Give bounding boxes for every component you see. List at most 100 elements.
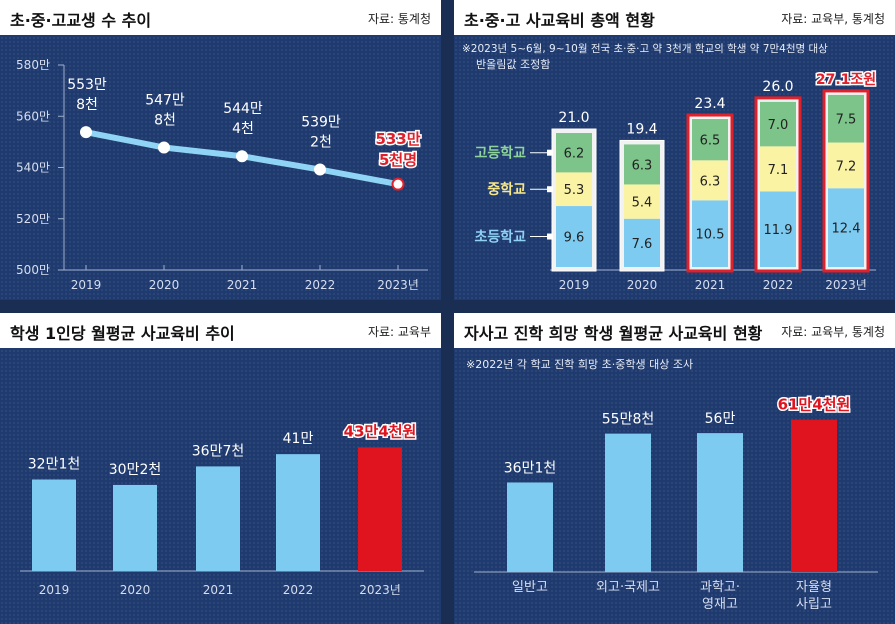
data-label: 36만7천 xyxy=(192,443,244,459)
x-tick-label: 2020 xyxy=(627,278,658,292)
legend-marker xyxy=(547,149,553,156)
y-tick-label: 580만 xyxy=(16,58,50,72)
survey-note-line-1: ※2022년 각 학교 진학 희망 초·중학생 대상 조사 xyxy=(466,358,694,371)
survey-note: ※2023년 5~6월, 9~10월 전국 초·중·고 약 3천개 학교의 학생… xyxy=(462,41,890,73)
panel-header: 학생 1인당 월평균 사교육비 추이 자료: 교육부 xyxy=(0,313,441,348)
bar-segment xyxy=(624,218,660,267)
segment-label: 9.6 xyxy=(564,231,585,246)
data-label: 8천 xyxy=(76,97,98,113)
legend-label: 고등학교 xyxy=(474,146,526,162)
total-label: 26.0 xyxy=(762,79,793,95)
segment-label: 6.3 xyxy=(700,174,721,189)
segment-label: 5.4 xyxy=(632,196,653,211)
data-label: 36만1천 xyxy=(504,460,556,476)
data-point xyxy=(236,150,248,163)
legend-label: 중학교 xyxy=(487,182,526,198)
survey-note-line-1: ※2023년 5~6월, 9~10월 전국 초·중·고 약 3천개 학교의 학생… xyxy=(462,43,828,55)
data-label: 4천 xyxy=(232,121,254,137)
bar-segment xyxy=(556,172,592,207)
x-tick-label: 2023년 xyxy=(359,583,401,597)
panel-title: 자사고 진학 희망 학생 월평균 사교육비 현황 xyxy=(464,324,763,343)
x-tick-label: 2020 xyxy=(120,583,151,597)
x-tick-label: 2022 xyxy=(305,278,336,292)
x-tick-label: 영재고 xyxy=(702,597,738,612)
x-tick-label: 2022 xyxy=(283,583,314,597)
bar-segment xyxy=(760,146,796,192)
y-tick-label: 500만 xyxy=(16,263,50,277)
x-tick-label: 2023년 xyxy=(377,278,419,292)
segment-label: 7.1 xyxy=(768,163,789,178)
x-tick-label: 2021 xyxy=(227,278,258,292)
bar xyxy=(605,433,651,572)
segment-label: 5.3 xyxy=(564,183,585,198)
segment-label: 11.9 xyxy=(764,223,793,238)
x-tick-label: 2019 xyxy=(559,278,590,292)
data-label: 61만4천원 xyxy=(778,396,851,414)
data-point xyxy=(314,163,326,176)
line-chart-student-count: 500만 520만 540만 560만 580만 2019 2020 2021 2022 2023… xyxy=(16,58,428,292)
bar xyxy=(697,433,743,572)
x-tick-label: 2022 xyxy=(763,278,794,292)
data-point xyxy=(80,126,92,139)
segment-label: 12.4 xyxy=(832,222,861,237)
total-label: 23.4 xyxy=(694,96,725,112)
bar-segment xyxy=(556,133,592,173)
panel-title: 초·중·고교생 수 추이 xyxy=(10,11,152,30)
panel-header: 초·중·고교생 수 추이 자료: 통계청 xyxy=(0,0,441,35)
segment-label: 7.2 xyxy=(836,159,857,174)
data-label: 2천 xyxy=(310,135,332,151)
segment-label: 6.3 xyxy=(632,158,653,173)
x-tick-label: 2021 xyxy=(203,583,234,597)
bar-segment xyxy=(692,200,728,267)
data-label: 544만 xyxy=(223,101,263,117)
segment-label: 6.2 xyxy=(564,147,585,162)
data-label: 547만 xyxy=(145,93,185,109)
segment-label: 10.5 xyxy=(696,228,725,243)
total-label: 21.0 xyxy=(558,110,589,126)
data-label: 533만 xyxy=(375,130,420,148)
x-tick-label: 과학고· xyxy=(700,580,740,595)
bar xyxy=(196,466,240,571)
x-tick-label: 사립고 xyxy=(796,597,832,612)
data-point xyxy=(158,141,170,154)
bar xyxy=(276,454,320,571)
source-label: 자료: 교육부 xyxy=(367,325,431,339)
x-tick-label: 2023년 xyxy=(825,278,867,292)
bar xyxy=(791,419,837,572)
x-tick-label: 2020 xyxy=(149,278,180,292)
bar-segment xyxy=(828,94,864,143)
data-label: 41만 xyxy=(283,431,314,447)
y-tick-label: 560만 xyxy=(16,109,50,123)
panel-title: 학생 1인당 월평균 사교육비 추이 xyxy=(10,324,235,343)
segment-label: 7.5 xyxy=(836,113,857,128)
data-label: 56만 xyxy=(705,411,736,427)
source-label: 자료: 교육부, 통계청 xyxy=(781,12,885,26)
panel-header: 초·중·고 사교육비 총액 현황 자료: 교육부, 통계청 xyxy=(454,0,895,35)
data-label: 553만 xyxy=(67,77,107,93)
panel-monthly-per-student: 학생 1인당 월평균 사교육비 추이 자료: 교육부 32만1천 2019 30만2… xyxy=(0,313,441,624)
bar-segment xyxy=(624,144,660,185)
data-label: 30만2천 xyxy=(109,462,161,478)
y-tick-label: 520만 xyxy=(16,212,50,226)
bar xyxy=(358,447,402,571)
data-label: 43만4천원 xyxy=(344,422,417,440)
legend-marker xyxy=(547,233,553,240)
bar xyxy=(32,479,76,571)
data-point xyxy=(391,177,405,191)
panel-total-expense: 초·중·고 사교육비 총액 현황 자료: 교육부, 통계청 ※2023년 5~6… xyxy=(454,0,895,300)
segment-label: 7.0 xyxy=(768,118,789,133)
x-tick-label: 자율형 xyxy=(796,580,832,595)
stacked-bar-chart-total-expense: 9.6 5.3 6.2 21.0 2019 7.6 5.4 6.3 19.4 2020 10.5 6.… xyxy=(474,70,877,292)
bar-chart-monthly-per-student: 32만1천 2019 30만2천 2020 36만7천 2021 41만 2022 43만4천원… xyxy=(20,421,424,597)
source-label: 자료: 통계청 xyxy=(367,12,431,26)
panel-title: 초·중·고 사교육비 총액 현황 xyxy=(464,11,655,30)
survey-note: ※2022년 각 학교 진학 희망 초·중학생 대상 조사 xyxy=(466,357,693,373)
bar xyxy=(507,482,553,572)
x-tick-label: 일반고 xyxy=(512,580,548,595)
bar-segment xyxy=(624,184,660,219)
panel-school-hope: 자사고 진학 희망 학생 월평균 사교육비 현황 자료: 교육부, 통계청 ※2… xyxy=(454,313,895,624)
survey-note-line-2: 반올림값 조정함 xyxy=(476,58,551,71)
legend-label: 초등학교 xyxy=(474,230,526,246)
bar-segment xyxy=(760,191,796,267)
